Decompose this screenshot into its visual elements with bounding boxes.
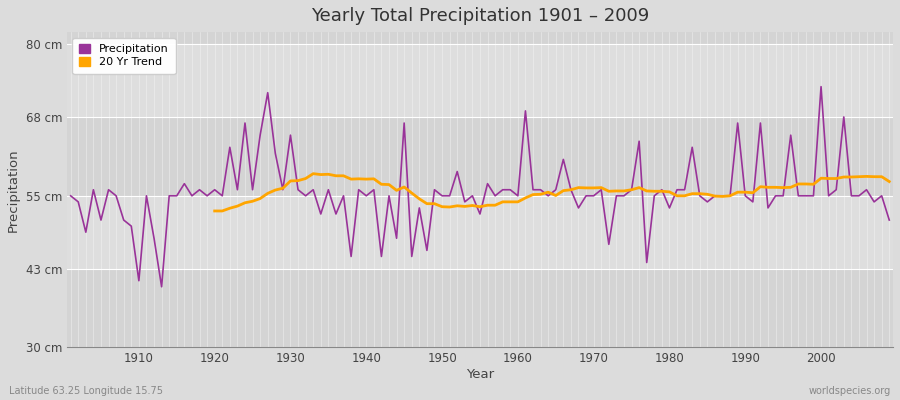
Bar <box>67 117 893 196</box>
20 Yr Trend <box>884 179 895 184</box>
Line: Precipitation: Precipitation <box>71 87 889 287</box>
Bar <box>67 268 893 348</box>
Text: Latitude 63.25 Longitude 15.75: Latitude 63.25 Longitude 15.75 <box>9 386 163 396</box>
20 Yr Trend <box>793 182 804 186</box>
20 Yr Trend <box>308 171 319 176</box>
Title: Yearly Total Precipitation 1901 – 2009: Yearly Total Precipitation 1901 – 2009 <box>310 7 649 25</box>
Y-axis label: Precipitation: Precipitation <box>7 148 20 232</box>
20 Yr Trend <box>421 201 432 206</box>
Bar <box>67 196 893 268</box>
20 Yr Trend <box>687 191 698 196</box>
Precipitation <box>512 194 523 198</box>
Line: 20 Yr Trend: 20 Yr Trend <box>215 174 889 211</box>
Text: worldspecies.org: worldspecies.org <box>809 386 891 396</box>
X-axis label: Year: Year <box>466 368 494 381</box>
Precipitation <box>157 284 167 289</box>
Precipitation <box>126 224 137 228</box>
Precipitation <box>301 194 311 198</box>
20 Yr Trend <box>778 185 788 190</box>
Precipitation <box>66 194 77 198</box>
20 Yr Trend <box>301 176 311 181</box>
20 Yr Trend <box>210 208 220 213</box>
Bar <box>67 32 893 44</box>
Legend: Precipitation, 20 Yr Trend: Precipitation, 20 Yr Trend <box>72 38 176 74</box>
Precipitation <box>611 194 622 198</box>
Bar <box>67 44 893 117</box>
Precipitation <box>815 84 826 89</box>
Precipitation <box>884 218 895 222</box>
20 Yr Trend <box>861 174 872 179</box>
Precipitation <box>346 254 356 259</box>
Precipitation <box>520 108 531 113</box>
